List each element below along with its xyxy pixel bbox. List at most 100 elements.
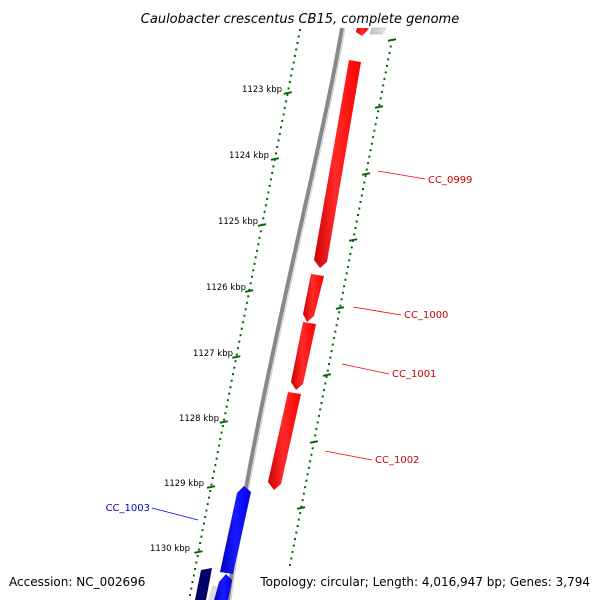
inner-track-minor-tick [239, 334, 242, 337]
inner-track-minor-tick [271, 171, 274, 174]
outer-track-major-tick [335, 306, 345, 310]
outer-track-minor-tick [343, 285, 346, 288]
inner-track-minor-tick [268, 184, 271, 187]
outer-track-minor-tick [378, 103, 381, 106]
outer-track-minor-tick [362, 188, 364, 191]
inner-track-minor-tick [201, 529, 204, 532]
outer-track-minor-tick [389, 45, 392, 48]
inner-track-minor-tick [240, 327, 243, 330]
outer-track-minor-tick [357, 214, 359, 216]
inner-track-minor-tick [253, 262, 256, 265]
inner-track-minor-tick [230, 379, 233, 382]
outer-track-minor-tick [348, 259, 351, 262]
tick-label: 1124 kbp [229, 151, 269, 161]
inner-track-minor-tick [281, 119, 284, 122]
gene-partial-bottom-dark [195, 568, 212, 600]
reverse-strand-genes [195, 486, 251, 600]
inner-track-major-tick [232, 355, 241, 359]
inner-track-minor-tick [248, 288, 251, 291]
gene-label-cc-1000: CC_1000 [404, 310, 448, 321]
outer-track-minor-tick [338, 311, 341, 314]
inner-track-minor-tick [199, 542, 202, 544]
gene-cc-1002-arrow [268, 392, 301, 490]
tick-label: 1123 kbp [242, 85, 282, 95]
inner-track-minor-tick [249, 282, 252, 285]
gene-partial-bottom-grey [208, 586, 218, 600]
outer-track-minor-tick [380, 90, 383, 93]
outer-track-minor-tick [350, 246, 353, 249]
outer-track-minor-tick [296, 525, 299, 528]
outer-track-minor-tick [360, 194, 363, 197]
inner-track-major-tick [219, 420, 228, 424]
outer-track-major-tick [374, 105, 384, 109]
tick-labels: 1123 kbp 1124 kbp 1125 kbp 1126 kbp 1127… [150, 85, 282, 554]
inner-track-minor-tick [297, 35, 300, 38]
outer-track-minor-tick [346, 265, 349, 268]
inner-track-minor-tick [235, 353, 238, 356]
inner-track-minor-tick [208, 496, 210, 499]
gene-partial-bottom-blue [214, 574, 232, 600]
outer-track-minor-tick [382, 84, 385, 87]
tick-label: 1127 kbp [193, 349, 233, 359]
inner-track-minor-tick [221, 425, 224, 428]
gene-label-cc-0999: CC_0999 [428, 175, 472, 186]
inner-track-major-tick [245, 289, 254, 293]
outer-track-major-tick [296, 506, 306, 510]
inner-track-minor-tick [194, 568, 197, 570]
outer-track-minor-tick [324, 382, 327, 385]
outer-track-minor-tick [326, 369, 329, 372]
outer-track-minor-tick [302, 492, 305, 495]
inner-track-minor-tick [224, 412, 227, 415]
outer-track-minor-tick [300, 505, 303, 508]
inner-track-minor-tick [204, 516, 207, 519]
outer-track-minor-tick [383, 77, 386, 80]
inner-track-minor-tick [210, 483, 213, 486]
inner-track-minor-tick [190, 587, 193, 590]
inner-track-minor-tick [205, 509, 208, 512]
outer-track-minor-tick [323, 389, 325, 391]
outer-track-minor-tick [292, 544, 295, 547]
leader-line-cc-1002 [324, 450, 373, 461]
inner-track-minor-tick [219, 438, 222, 441]
outer-track-minor-tick [374, 123, 377, 126]
outer-track-major-tick [361, 172, 371, 176]
inner-track-minor-tick [242, 321, 245, 324]
inner-track-minor-tick [244, 308, 247, 311]
inner-track-minor-tick [245, 301, 248, 304]
outer-track-minor-tick [373, 129, 376, 132]
outer-track-minor-tick [379, 97, 382, 100]
outer-track-minor-tick [333, 337, 336, 340]
inner-track-minor-tick [197, 548, 200, 551]
inner-track-minor-tick [293, 55, 296, 57]
inner-track-minor-tick [287, 87, 290, 90]
tick-label: 1129 kbp [164, 479, 204, 489]
outer-tick-track [289, 38, 397, 566]
inner-track-minor-tick [202, 522, 205, 525]
outer-track-minor-tick [387, 58, 390, 61]
inner-track-minor-tick [238, 340, 241, 343]
inner-track-minor-tick [288, 81, 291, 83]
outer-track-major-tick [387, 38, 397, 42]
inner-track-minor-tick [252, 269, 255, 272]
outer-track-minor-tick [354, 227, 357, 229]
forward-strand-genes [268, 60, 361, 490]
inner-track-minor-tick [259, 230, 262, 233]
inner-track-minor-tick [267, 191, 270, 194]
inner-track-minor-tick [237, 347, 239, 350]
outer-track-minor-tick [369, 149, 372, 152]
inner-track-minor-tick [218, 444, 221, 447]
inner-track-minor-tick [266, 197, 269, 200]
inner-track-minor-tick [223, 418, 226, 421]
inner-track-minor-tick [211, 477, 214, 480]
inner-track-minor-tick [299, 29, 301, 31]
inner-track-minor-tick [282, 113, 285, 116]
inner-track-major-tick [270, 157, 280, 161]
inner-track-minor-tick [283, 106, 286, 109]
inner-track-minor-tick [247, 295, 250, 298]
outer-track-minor-tick [314, 434, 317, 437]
inner-track-minor-tick [196, 555, 199, 557]
inner-track-minor-tick [195, 561, 198, 564]
outer-track-minor-tick [345, 272, 348, 275]
gene-cc-1001-arrow [291, 322, 316, 390]
inner-track-minor-tick [254, 256, 257, 259]
